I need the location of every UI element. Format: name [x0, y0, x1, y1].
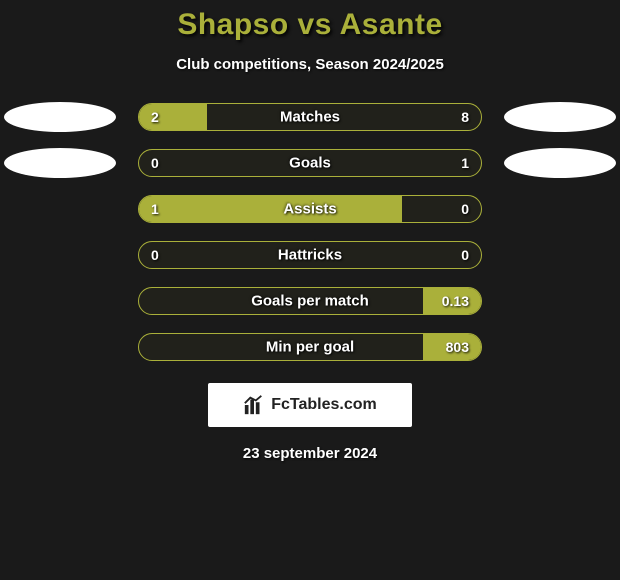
stat-label: Goals	[139, 155, 481, 172]
subtitle: Club competitions, Season 2024/2025	[0, 56, 620, 73]
stat-row: 0 1Goals	[0, 149, 620, 177]
player-left-avatar	[4, 148, 116, 178]
brand-badge[interactable]: FcTables.com	[208, 383, 412, 427]
stat-label: Hattricks	[139, 247, 481, 264]
stat-value-right: 8	[461, 109, 469, 125]
stat-value-right: 0	[461, 247, 469, 263]
stat-row: 803Min per goal	[0, 333, 620, 361]
player-right-avatar	[504, 102, 616, 132]
stat-bar-left-fill	[139, 104, 207, 130]
brand-logo-icon	[243, 394, 265, 416]
stat-value-right: 0	[461, 201, 469, 217]
stat-row: 0.13Goals per match	[0, 287, 620, 315]
stats-list: 28Matches01Goals10Assists00Hattricks0.13…	[0, 103, 620, 361]
stat-bar: 0.13Goals per match	[138, 287, 482, 315]
stat-bar-right-fill	[423, 334, 481, 360]
comparison-card: Shapso vs Asante Club competitions, Seas…	[0, 0, 620, 462]
stat-row: 28Matches	[0, 103, 620, 131]
stat-value-left: 0	[151, 155, 159, 171]
stat-row: 0 0Hattricks	[0, 241, 620, 269]
footer-date: 23 september 2024	[0, 445, 620, 462]
player-right-avatar	[504, 148, 616, 178]
brand-text: FcTables.com	[271, 396, 377, 414]
stat-bar-right-fill	[423, 288, 481, 314]
page-title: Shapso vs Asante	[0, 8, 620, 42]
stat-value-right: 1	[461, 155, 469, 171]
stat-row: 10Assists	[0, 195, 620, 223]
stat-value-left: 0	[151, 247, 159, 263]
stat-bar: 10Assists	[138, 195, 482, 223]
stat-bar: 0 1Goals	[138, 149, 482, 177]
stat-bar: 28Matches	[138, 103, 482, 131]
player-left-avatar	[4, 102, 116, 132]
stat-bar: 803Min per goal	[138, 333, 482, 361]
stat-bar-left-fill	[139, 196, 402, 222]
stat-bar: 0 0Hattricks	[138, 241, 482, 269]
